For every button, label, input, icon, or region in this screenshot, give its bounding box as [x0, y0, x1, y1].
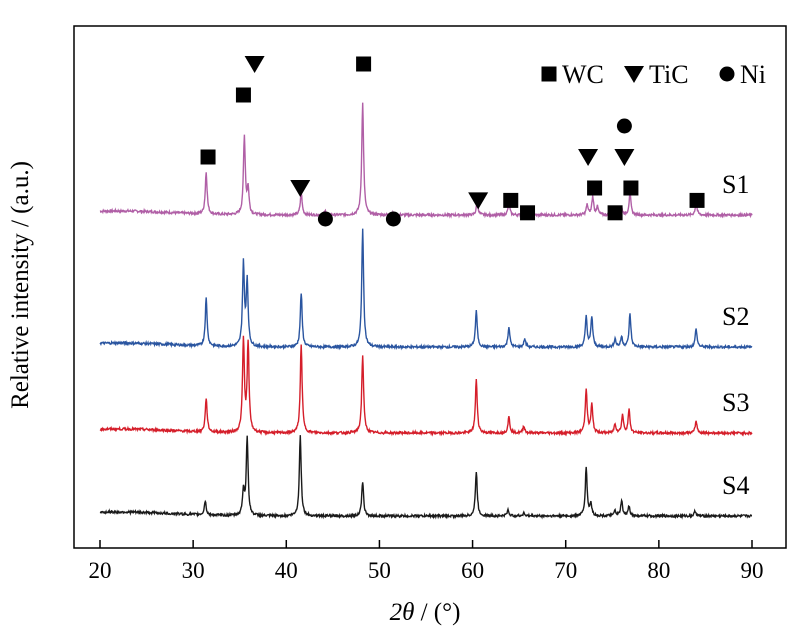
- series-label-s3: S3: [722, 388, 749, 417]
- tic-marker: [468, 192, 489, 210]
- series-label-s1: S1: [722, 170, 749, 199]
- series-layer: S1 S2 S3 S4: [99, 102, 753, 520]
- x-tick-label: 80: [647, 558, 670, 583]
- legend-ni-symbol: [719, 66, 735, 82]
- legend-tic-symbol: [624, 66, 644, 83]
- x-tick-label: 20: [89, 558, 112, 583]
- legend-ni-label: Ni: [740, 60, 766, 89]
- x-tick-label: 70: [554, 558, 577, 583]
- x-tick-label: 50: [368, 558, 391, 583]
- wc-marker: [235, 87, 251, 103]
- x-axis-title: 2θ / (°): [390, 599, 461, 626]
- legend: WC TiC Ni: [541, 60, 766, 89]
- wc-marker: [200, 149, 216, 165]
- wc-marker: [587, 180, 603, 196]
- x-axis-ticks: 20 30 40 50 60 70 80 90: [89, 540, 764, 583]
- wc-marker: [503, 192, 519, 208]
- legend-wc-symbol: [541, 66, 557, 82]
- plot-frame: [73, 25, 787, 549]
- wc-marker: [623, 180, 639, 196]
- x-tick-label: 40: [275, 558, 298, 583]
- tic-marker: [244, 56, 265, 73]
- ni-marker: [616, 118, 632, 134]
- series-s2-line: [99, 228, 753, 351]
- tic-marker: [614, 149, 635, 166]
- y-axis-title: Relative intensity / (a.u.): [7, 161, 34, 409]
- x-tick-label: 90: [741, 558, 764, 583]
- series-s1-line: [99, 102, 753, 219]
- tic-marker: [578, 149, 599, 166]
- wc-marker: [607, 205, 623, 221]
- series-label-s2: S2: [722, 302, 749, 331]
- wc-marker: [689, 192, 705, 208]
- phase-markers: [200, 56, 705, 227]
- tic-marker: [290, 180, 311, 197]
- ni-marker: [317, 211, 333, 227]
- series-label-s4: S4: [722, 471, 749, 500]
- legend-tic-label: TiC: [649, 60, 689, 89]
- ni-marker: [385, 211, 401, 227]
- x-tick-label: 30: [182, 558, 205, 583]
- x-tick-label: 60: [461, 558, 484, 583]
- series-s3-line: [99, 335, 753, 437]
- legend-wc-label: WC: [562, 60, 604, 89]
- series-s4-line: [99, 435, 753, 520]
- x-axis-title-unit: / (°): [414, 599, 460, 626]
- x-axis-title-symbol: 2θ: [390, 599, 415, 626]
- wc-marker: [520, 205, 536, 221]
- wc-marker: [356, 56, 372, 72]
